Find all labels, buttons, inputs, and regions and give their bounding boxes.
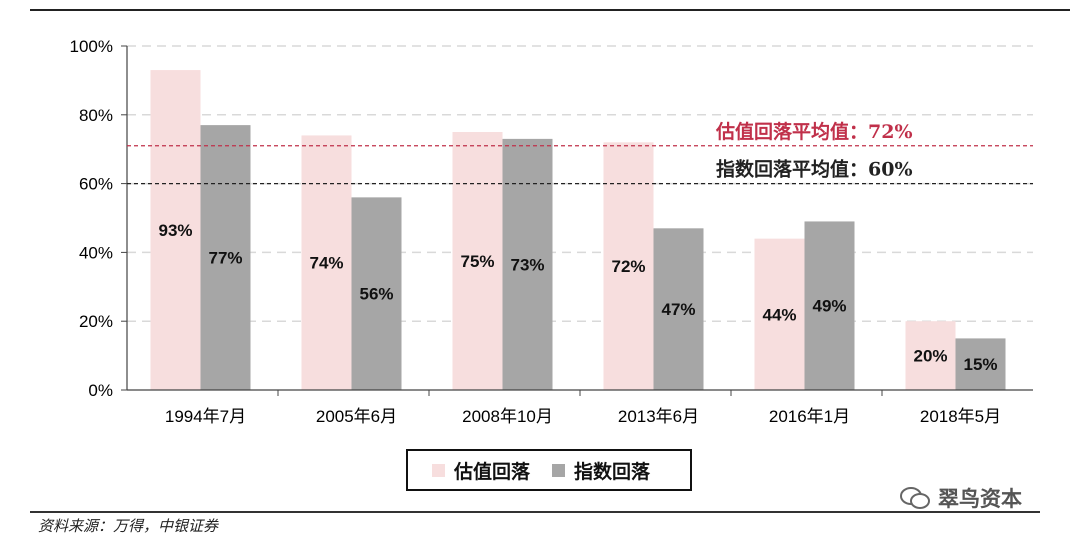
bar-valuation (905, 321, 956, 390)
legend-label-valuation: 估值回落 (454, 460, 531, 483)
y-tick-label: 80% (79, 106, 113, 125)
bar-index (955, 338, 1006, 390)
bar-index (200, 125, 251, 391)
x-axis: 1994年7月 2005年6月 2008年10月 2013年6月 2016年1月 2018… (126, 46, 1033, 426)
data-label-valuation: 75% (460, 252, 494, 271)
y-tick-label: 100% (70, 37, 113, 56)
y-tick-label: 40% (79, 243, 113, 262)
bar-index (502, 138, 553, 390)
watermark-text: 翠鸟资本 (938, 487, 1022, 511)
reference-lines: 估值回落平均值：72% 指数回落平均值：60% (127, 120, 1033, 185)
data-label-index: 77% (208, 249, 242, 268)
reference-label-index-avg: 指数回落平均值：60% (716, 158, 913, 181)
data-label-index: 15% (963, 355, 997, 374)
bar-valuation (301, 135, 352, 390)
y-tick-label: 20% (79, 312, 113, 331)
bar-index (804, 221, 855, 390)
x-category-label: 2013年6月 (618, 407, 699, 426)
legend-item-valuation: 估值回落 (432, 457, 530, 484)
bars (150, 70, 1006, 391)
data-labels: 93% 77% 74% 56% 75% 73% 72% 47% 44% 49% 20% 15% (158, 221, 997, 374)
x-category-label: 2018年5月 (920, 407, 1001, 426)
y-tick-label: 0% (88, 381, 113, 400)
data-label-index: 73% (510, 255, 544, 274)
source-note: 资料来源：万得，中银证券 (38, 517, 219, 535)
data-label-valuation: 20% (913, 347, 947, 366)
x-category-label: 1994年7月 (165, 407, 246, 426)
top-border-line (30, 9, 1070, 11)
data-label-valuation: 44% (762, 305, 796, 324)
y-axis-ticks: 0% 20% 40% 60% 80% 100% (70, 37, 127, 400)
footer-divider (30, 511, 1040, 513)
wechat-icon (900, 487, 930, 509)
legend-item-index: 指数回落 (552, 457, 650, 484)
data-label-index: 47% (661, 300, 695, 319)
bar-valuation (754, 238, 805, 390)
legend-label-index: 指数回落 (574, 460, 651, 483)
legend: 估值回落 指数回落 (406, 449, 692, 491)
watermark: 翠鸟资本 (900, 483, 1022, 513)
data-label-index: 49% (812, 297, 846, 316)
legend-swatch-index (552, 463, 566, 477)
bar-valuation (150, 70, 201, 390)
data-label-index: 56% (359, 285, 393, 304)
reference-label-valuation-avg: 估值回落平均值：72% (715, 120, 913, 143)
data-label-valuation: 93% (158, 221, 192, 240)
data-label-valuation: 74% (309, 254, 343, 273)
x-category-label: 2005年6月 (316, 407, 397, 426)
bar-valuation (452, 132, 503, 390)
y-tick-label: 60% (79, 175, 113, 194)
data-label-valuation: 72% (611, 257, 645, 276)
bar-index (653, 228, 704, 390)
x-category-label: 2008年10月 (462, 407, 553, 426)
x-category-label: 2016年1月 (769, 407, 850, 426)
bar-index (351, 197, 402, 390)
legend-swatch-valuation (432, 463, 445, 477)
